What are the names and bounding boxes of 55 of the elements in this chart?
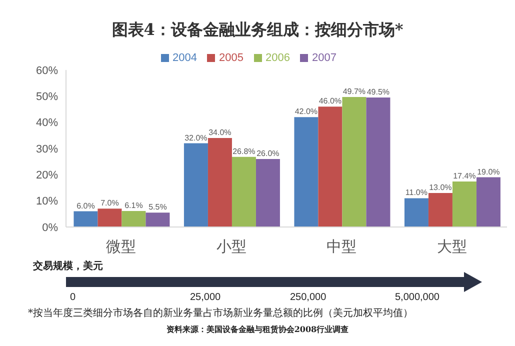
data-label: 13.0% — [429, 182, 452, 192]
x-tick-label: 微型 — [106, 238, 136, 256]
text: 0 — [70, 292, 76, 303]
y-tick-label: 0% — [42, 222, 58, 234]
bar — [452, 181, 476, 227]
bar — [122, 211, 146, 227]
x-tick-label: 大型 — [436, 238, 467, 256]
text: 交易规模，美元 — [33, 259, 103, 273]
bar — [342, 96, 366, 227]
data-label: 26.0% — [256, 148, 280, 158]
text: 250,000 — [290, 292, 326, 303]
legend-label: 2006 — [266, 52, 290, 64]
y-tick-label: 40% — [36, 117, 58, 130]
data-label: 6.0% — [76, 201, 95, 210]
legend-label: 2004 — [172, 52, 198, 64]
y-tick-label: 50% — [36, 91, 58, 104]
data-label: 11.0% — [405, 188, 428, 198]
bar — [428, 192, 452, 227]
data-label: 46.0% — [318, 96, 342, 106]
x-tick-label: 小型 — [216, 238, 246, 256]
bar — [74, 211, 98, 227]
text: *按当年度三类细分市场各自的新业务量占市场新业务量总额的比例（美元加权平均值） — [28, 306, 413, 320]
bar — [146, 212, 170, 227]
y-tick-label: 60% — [36, 64, 58, 77]
text: 资料来源：美国设备金融与租赁协会2008行业调查 — [165, 324, 350, 335]
bar — [184, 143, 208, 227]
y-tick-label: 10% — [36, 196, 58, 208]
data-label: 34.0% — [208, 128, 232, 138]
bar — [256, 158, 280, 227]
bar — [208, 138, 232, 227]
bar — [232, 156, 256, 227]
bar — [294, 117, 318, 227]
bar — [318, 106, 342, 227]
text: 25,000 — [190, 292, 221, 303]
data-label: 42.0% — [294, 107, 318, 116]
text: 5,000,000 — [395, 292, 440, 303]
y-tick-label: 30% — [36, 143, 58, 156]
legend-label: 2007 — [312, 52, 336, 64]
data-label: 32.0% — [184, 133, 208, 142]
data-label: 7.0% — [100, 198, 119, 208]
bar — [404, 198, 428, 227]
legend-label: 2005 — [219, 52, 244, 64]
data-label: 49.5% — [366, 87, 390, 96]
data-label: 26.8% — [232, 146, 256, 156]
y-tick-label: 20% — [36, 170, 58, 182]
chart-title: 图表4：设备金融业务组成：按细分市场* — [110, 20, 404, 41]
data-label: 19.0% — [477, 167, 500, 176]
data-label: 6.1% — [124, 201, 143, 210]
x-tick-label: 中型 — [326, 238, 357, 256]
bar — [98, 208, 122, 227]
data-label: 49.7% — [342, 86, 366, 96]
data-label: 17.4% — [453, 171, 476, 180]
data-label: 5.5% — [148, 202, 167, 212]
bar — [366, 97, 390, 227]
bar — [476, 177, 500, 227]
